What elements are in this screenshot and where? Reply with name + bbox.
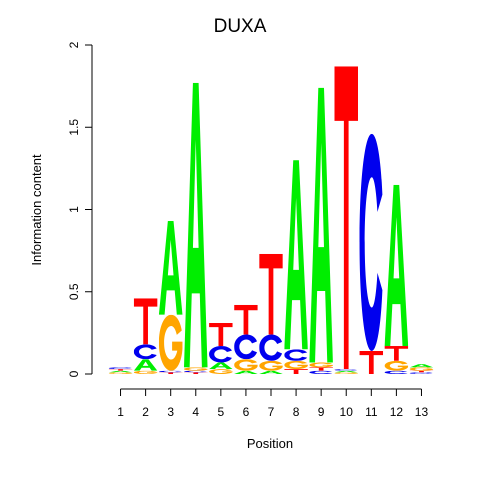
letter-t-glyph — [384, 346, 409, 361]
x-tick-label: 3 — [167, 405, 174, 419]
y-tick-label: 1.5 — [67, 119, 81, 136]
letter-c-glyph — [183, 370, 207, 373]
letter-c-glyph — [259, 334, 283, 361]
x-tick-label: 5 — [218, 405, 225, 419]
y-axis-label: Information content — [29, 154, 44, 266]
letter-c-glyph — [409, 372, 433, 374]
letter-a-glyph — [409, 364, 434, 368]
y-axis: 0 0.5 1 1.5 2 — [67, 41, 93, 377]
letter-g-glyph — [108, 372, 133, 374]
letter-g-glyph — [309, 362, 333, 368]
letter-t-glyph — [309, 367, 333, 371]
letter-t-glyph — [334, 66, 359, 370]
letter-a-glyph — [234, 370, 258, 374]
letter-c-glyph — [209, 346, 232, 363]
x-tick-label: 2 — [142, 405, 149, 419]
logo-stack — [384, 184, 409, 374]
x-axis: 1 2 3 4 5 6 7 8 9 10 11 12 13 — [117, 388, 429, 419]
x-tick-label: 9 — [318, 405, 325, 419]
letter-a-glyph — [183, 82, 208, 368]
logo-stack — [334, 66, 359, 374]
x-tick-label: 4 — [192, 405, 199, 419]
y-tick-label: 2 — [67, 41, 81, 48]
letter-c-glyph — [384, 370, 408, 374]
x-tick-label: 7 — [268, 405, 275, 419]
letter-a-glyph — [284, 160, 308, 350]
logo-stack — [209, 323, 233, 374]
letter-t-glyph — [359, 350, 384, 374]
logo-stack — [259, 253, 283, 374]
logo-stack — [158, 221, 183, 374]
letter-a-glyph — [133, 359, 158, 371]
letter-t-glyph — [284, 369, 308, 374]
letter-g-glyph — [259, 360, 283, 371]
letter-a-glyph — [384, 184, 409, 347]
letter-t-glyph — [209, 323, 233, 347]
x-tick-label: 6 — [243, 405, 250, 419]
x-tick-label: 1 — [117, 405, 124, 419]
letter-g-glyph — [334, 372, 359, 374]
letter-g-glyph — [234, 359, 258, 371]
x-tick-label: 10 — [340, 405, 354, 419]
y-tick-label: 0 — [67, 370, 81, 377]
logo-stack — [309, 87, 333, 374]
letter-t-glyph — [133, 298, 158, 345]
x-tick-label: 13 — [415, 405, 429, 419]
letter-a-glyph — [158, 221, 183, 315]
x-tick-label: 11 — [365, 405, 378, 419]
letter-t-glyph — [259, 253, 283, 335]
letter-g-glyph — [284, 360, 308, 370]
letter-g-glyph — [209, 369, 233, 374]
letter-g-glyph — [183, 367, 208, 371]
letter-c-glyph — [133, 344, 157, 360]
letter-c-glyph — [284, 349, 308, 361]
logo-stacks — [108, 66, 434, 374]
logo-stack — [108, 367, 133, 374]
letter-c-glyph — [334, 369, 358, 371]
letter-c-glyph — [234, 334, 258, 360]
letter-t-glyph — [158, 372, 183, 374]
logo-stack — [183, 82, 208, 374]
letter-g-glyph — [409, 367, 434, 371]
x-tick-label: 12 — [390, 405, 404, 419]
chart-title: DUXA — [214, 16, 267, 37]
letter-a-glyph — [209, 362, 233, 370]
x-axis-label: Position — [247, 436, 293, 451]
y-tick-label: 0.5 — [67, 283, 81, 300]
logo-stack — [234, 304, 258, 374]
letter-c-glyph — [359, 133, 383, 351]
letter-g-glyph — [133, 370, 158, 374]
logo-stack — [284, 160, 308, 374]
letter-g-glyph — [384, 360, 409, 371]
letter-t-glyph — [108, 369, 133, 371]
letter-a-glyph — [259, 370, 283, 374]
letter-c-glyph — [158, 370, 182, 373]
y-tick-label: 1 — [67, 206, 81, 213]
letter-a-glyph — [334, 370, 359, 373]
letter-t-glyph — [183, 372, 208, 374]
logo-stack — [359, 133, 384, 374]
letter-c-glyph — [309, 370, 333, 374]
x-tick-label: 8 — [293, 405, 300, 419]
letter-g-glyph — [158, 314, 183, 371]
letter-t-glyph — [234, 304, 258, 335]
letter-a-glyph — [309, 87, 333, 363]
letter-t-glyph — [409, 370, 434, 373]
letter-a-glyph — [108, 370, 133, 373]
letter-c-glyph — [108, 367, 132, 370]
logo-stack — [133, 298, 158, 374]
logo-stack — [409, 364, 434, 374]
